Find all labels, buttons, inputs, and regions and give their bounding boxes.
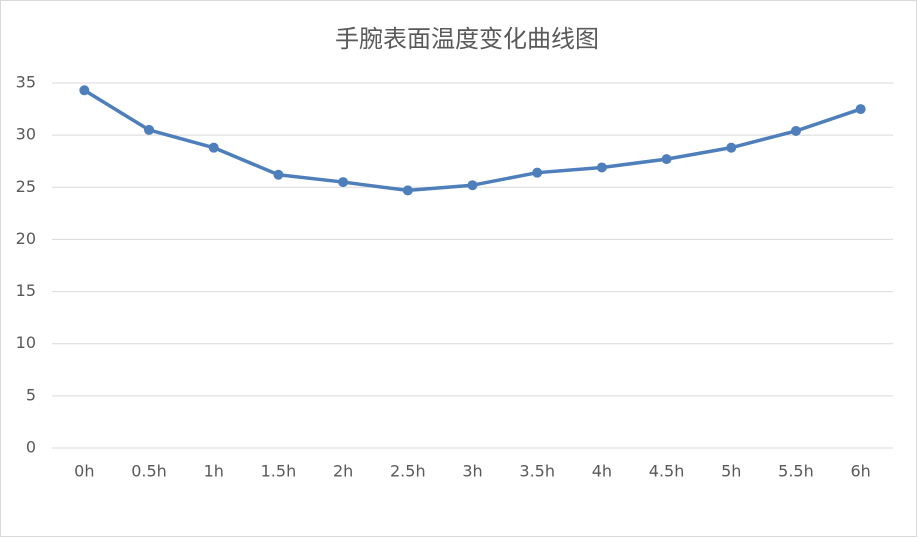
x-tick-label: 5h [721, 462, 741, 481]
x-tick-label: 0h [74, 462, 94, 481]
marker [467, 180, 478, 191]
y-tick-label: 15 [16, 281, 36, 300]
x-tick-label: 4h [592, 462, 612, 481]
y-tick-label: 35 [16, 73, 36, 92]
chart-title: 手腕表面温度变化曲线图 [335, 25, 599, 53]
x-tick-label: 4.5h [649, 462, 685, 481]
marker [273, 169, 284, 180]
x-tick-label: 2h [333, 462, 353, 481]
marker [790, 125, 801, 136]
marker [855, 104, 866, 115]
y-tick-label: 30 [16, 125, 36, 144]
y-tick-label: 25 [16, 177, 36, 196]
y-tick-label: 20 [16, 229, 36, 248]
marker [532, 167, 543, 178]
x-tick-label: 0.5h [131, 462, 167, 481]
x-tick-label: 1h [204, 462, 224, 481]
x-tick-label: 3.5h [519, 462, 555, 481]
y-tick-label: 0 [26, 438, 36, 457]
marker [661, 154, 672, 165]
marker [338, 177, 349, 188]
marker [144, 124, 155, 135]
x-tick-label: 3h [462, 462, 482, 481]
y-tick-label: 5 [26, 385, 36, 404]
x-tick-label: 2.5h [390, 462, 426, 481]
x-tick-label: 1.5h [261, 462, 297, 481]
x-tick-label: 5.5h [778, 462, 814, 481]
x-tick-label: 6h [850, 462, 870, 481]
marker [726, 142, 737, 153]
marker [79, 85, 90, 96]
marker [402, 185, 413, 196]
y-tick-label: 10 [16, 333, 36, 352]
marker [596, 162, 607, 173]
marker [208, 142, 219, 153]
